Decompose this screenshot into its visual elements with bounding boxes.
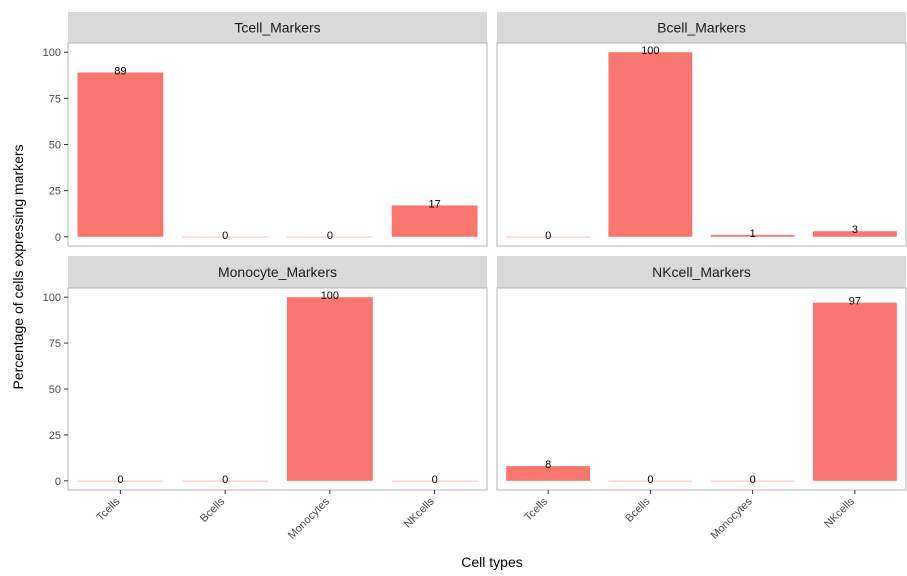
bar-tcell-markers-monocytes [286, 236, 373, 238]
strip-title-bcell-markers: Bcell_Markers [657, 20, 746, 36]
bar-label-tcell-markers-nkcells: 17 [429, 198, 441, 210]
y-tick-label-tcell-markers-75: 75 [49, 93, 61, 105]
x-tick-label-nkcell-markers-nkcells: NKcells [822, 495, 857, 530]
x-tick-label-nkcell-markers-monocytes: Monocytes [709, 495, 755, 541]
y-tick-label-monocyte-markers-100: 100 [43, 292, 61, 304]
x-tick-label-nkcell-markers-bcells: Bcells [623, 495, 653, 525]
bar-label-bcell-markers-tcells: 0 [545, 230, 551, 242]
bar-bcell-markers-tcells [506, 236, 591, 238]
bar-nkcell-markers-nkcells [812, 302, 897, 481]
panel-bcell-markers [496, 42, 907, 247]
x-tick-label-nkcell-markers-tcells: Tcells [522, 495, 550, 523]
x-tick-label-monocyte-markers-monocytes: Monocytes [286, 495, 332, 541]
y-tick-label-tcell-markers-50: 50 [49, 140, 61, 152]
x-axis-title: Cell types [461, 554, 522, 570]
y-tick-label-tcell-markers-0: 0 [55, 232, 61, 244]
bar-label-bcell-markers-monocytes: 1 [750, 228, 756, 240]
bar-label-nkcell-markers-monocytes: 0 [750, 474, 756, 486]
y-tick-label-monocyte-markers-75: 75 [49, 338, 61, 350]
panel-monocyte-markers [67, 287, 488, 491]
bar-bcell-markers-nkcells [812, 231, 897, 237]
bar-bcell-markers-bcells [608, 52, 693, 237]
strip-title-nkcell-markers: NKcell_Markers [652, 264, 751, 280]
bar-label-nkcell-markers-tcells: 8 [545, 459, 551, 471]
y-tick-label-monocyte-markers-50: 50 [49, 384, 61, 396]
y-tick-label-tcell-markers-100: 100 [43, 47, 61, 59]
bar-tcell-markers-nkcells [391, 205, 478, 237]
bar-monocyte-markers-monocytes [286, 297, 373, 481]
bar-label-monocyte-markers-tcells: 0 [117, 474, 123, 486]
y-axis-title: Percentage of cells expressing markers [10, 144, 26, 389]
strip-nkcell-markers [497, 256, 906, 288]
strip-monocyte-markers [68, 256, 487, 288]
bar-monocyte-markers-bcells [182, 480, 269, 482]
x-tick-label-monocyte-markers-tcells: Tcells [95, 495, 123, 523]
bar-label-bcell-markers-bcells: 100 [641, 45, 659, 57]
bar-nkcell-markers-tcells [506, 466, 591, 481]
strip-tcell-markers [68, 12, 487, 43]
y-tick-label-monocyte-markers-25: 25 [49, 430, 61, 442]
bar-bcell-markers-monocytes [710, 234, 795, 237]
bar-monocyte-markers-tcells [77, 480, 164, 482]
strip-title-monocyte-markers: Monocyte_Markers [218, 264, 337, 280]
strip-title-tcell-markers: Tcell_Markers [234, 20, 320, 36]
bar-label-tcell-markers-bcells: 0 [222, 230, 228, 242]
bar-nkcell-markers-bcells [608, 480, 693, 482]
bar-label-tcell-markers-monocytes: 0 [327, 230, 333, 242]
bar-tcell-markers-tcells [77, 72, 164, 237]
bar-label-monocyte-markers-monocytes: 100 [321, 290, 339, 302]
bar-tcell-markers-bcells [182, 236, 269, 238]
bar-monocyte-markers-nkcells [391, 480, 478, 482]
bar-label-nkcell-markers-bcells: 0 [647, 474, 653, 486]
x-tick-label-monocyte-markers-nkcells: NKcells [402, 495, 437, 530]
x-tick-label-monocyte-markers-bcells: Bcells [198, 495, 228, 525]
bar-label-bcell-markers-nkcells: 3 [852, 224, 858, 236]
panel-nkcell-markers [496, 287, 907, 491]
bar-label-nkcell-markers-nkcells: 97 [849, 296, 861, 308]
bar-label-monocyte-markers-nkcells: 0 [432, 474, 438, 486]
y-tick-label-monocyte-markers-0: 0 [55, 476, 61, 488]
y-tick-label-tcell-markers-25: 25 [49, 186, 61, 198]
strip-bcell-markers [497, 12, 906, 43]
bar-label-tcell-markers-tcells: 89 [114, 66, 126, 78]
bar-label-monocyte-markers-bcells: 0 [222, 474, 228, 486]
bar-nkcell-markers-monocytes [710, 480, 795, 482]
